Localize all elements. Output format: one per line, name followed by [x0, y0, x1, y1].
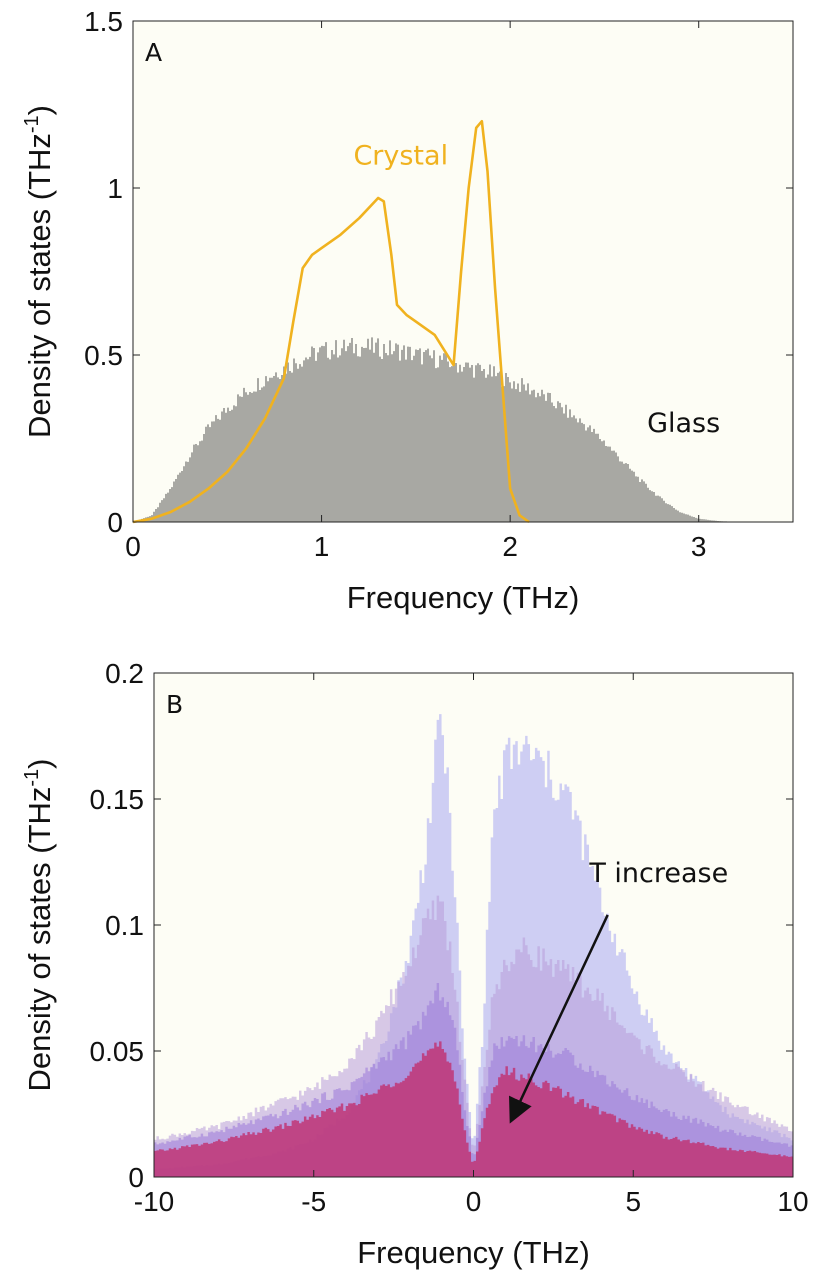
x-axis-title: Frequency (THz)	[347, 580, 580, 615]
y-tick-label: 0.05	[90, 1036, 145, 1067]
y-axis-title-sup: -1	[21, 115, 43, 133]
y-axis-title: Density of states (THz-1)	[21, 105, 57, 438]
x-tick-label: 10	[777, 1186, 808, 1217]
panel-letter: B	[166, 690, 183, 719]
x-axis-title: Frequency (THz)	[357, 1235, 590, 1270]
temperature-arrow	[509, 914, 609, 1124]
y-tick-label: 0.15	[90, 784, 145, 815]
x-tick-label: 0	[125, 531, 141, 562]
series-line-crystal	[132, 119, 530, 524]
annotation-label: Crystal	[353, 141, 448, 172]
plot-frame	[132, 20, 794, 523]
y-axis-title-close: )	[22, 105, 57, 115]
y-axis-title-main: Density of states (THz	[22, 787, 57, 1092]
x-tick-label: 0	[466, 1186, 482, 1217]
series-histogram-0	[133, 337, 793, 522]
y-tick-label: 0.5	[84, 340, 123, 371]
y-axis-title-close: )	[22, 758, 57, 768]
y-axis-title-main: Density of states (THz	[22, 133, 57, 438]
annotation-label: T increase	[588, 858, 728, 889]
y-tick-label: 0.1	[105, 910, 144, 941]
y-tick-label: 0	[128, 1162, 144, 1193]
y-tick-label: 0.2	[105, 658, 144, 689]
y-axis-title: Density of states (THz-1)	[21, 758, 57, 1091]
annotation-label: Glass	[647, 408, 720, 439]
y-tick-label: 1.5	[84, 6, 123, 37]
y-tick-label: 1	[107, 173, 123, 204]
series-histogram-3	[154, 1041, 793, 1177]
x-tick-label: 2	[502, 531, 518, 562]
x-tick-label: 3	[691, 531, 707, 562]
x-tick-label: -5	[301, 1186, 326, 1217]
x-tick-label: 1	[314, 531, 330, 562]
chart-panel-a: 0 1 2 3 0 0.5 1 1.5 Frequency (THz) Density of st…	[21, 6, 794, 615]
x-tick-label: -10	[134, 1186, 174, 1217]
y-axis-title-sup: -1	[21, 769, 43, 787]
y-tick-label: 0	[107, 507, 123, 538]
chart-panel-b: -10 -5 0 5 10 0 0.05 0.1 0.15 0.2 Frequency (THz) D…	[21, 658, 809, 1270]
panel-letter: A	[145, 38, 162, 67]
x-tick-label: 5	[625, 1186, 641, 1217]
